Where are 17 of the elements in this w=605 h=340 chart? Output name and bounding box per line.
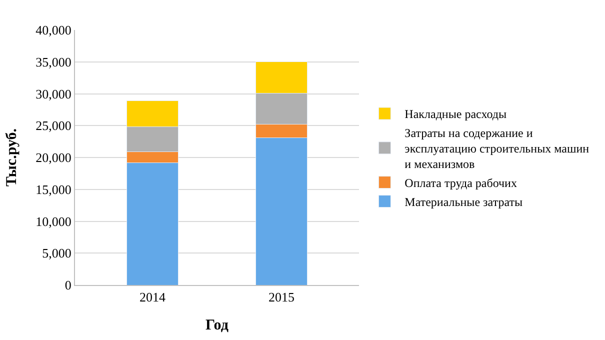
x-tick-label: 2015 <box>268 290 295 305</box>
y-tick-label: 30,000 <box>36 86 72 102</box>
y-tick-label: 25,000 <box>36 118 72 134</box>
y-axis-title: Тыс.руб. <box>4 128 20 187</box>
y-tick-label: 20,000 <box>36 150 72 166</box>
legend-label: Оплата труда рабочих <box>404 176 517 190</box>
y-tick-label: 5,000 <box>42 246 72 261</box>
y-tick-label: 15,000 <box>36 182 72 197</box>
legend-label: Накладные расходы <box>404 107 507 122</box>
y-tick-label: 40,000 <box>36 22 72 38</box>
y-tick-label: 35,000 <box>36 54 72 70</box>
legend-label: Затраты на содержание и эксплуатацию строительных машин и механизмов <box>404 126 590 172</box>
y-tick-label: 0 <box>64 278 72 293</box>
x-axis-title: Год <box>206 318 229 334</box>
y-tick-label: 10,000 <box>36 214 72 229</box>
legend-label: Материальные затраты <box>404 194 523 209</box>
x-tick-label: 2014 <box>139 290 166 305</box>
